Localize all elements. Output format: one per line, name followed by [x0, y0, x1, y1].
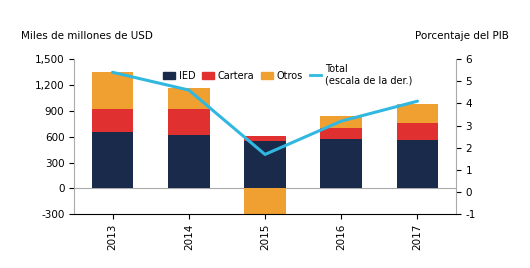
Bar [244, 141, 286, 188]
Bar [320, 116, 362, 128]
Bar [92, 72, 134, 109]
Bar [320, 139, 362, 188]
Bar [244, 136, 286, 141]
Bar [168, 135, 210, 188]
Bar [244, 188, 286, 219]
Bar [92, 109, 134, 132]
Bar [396, 104, 438, 123]
Bar [320, 128, 362, 139]
Bar [168, 88, 210, 110]
Bar [92, 132, 134, 188]
Bar [396, 140, 438, 188]
Bar [168, 109, 210, 135]
Bar [396, 123, 438, 140]
Legend: IED, Cartera, Otros, Total
(escala de la der.): IED, Cartera, Otros, Total (escala de la… [163, 64, 412, 85]
Text: Porcentaje del PIB: Porcentaje del PIB [416, 31, 509, 41]
Text: Miles de millones de USD: Miles de millones de USD [21, 31, 153, 41]
